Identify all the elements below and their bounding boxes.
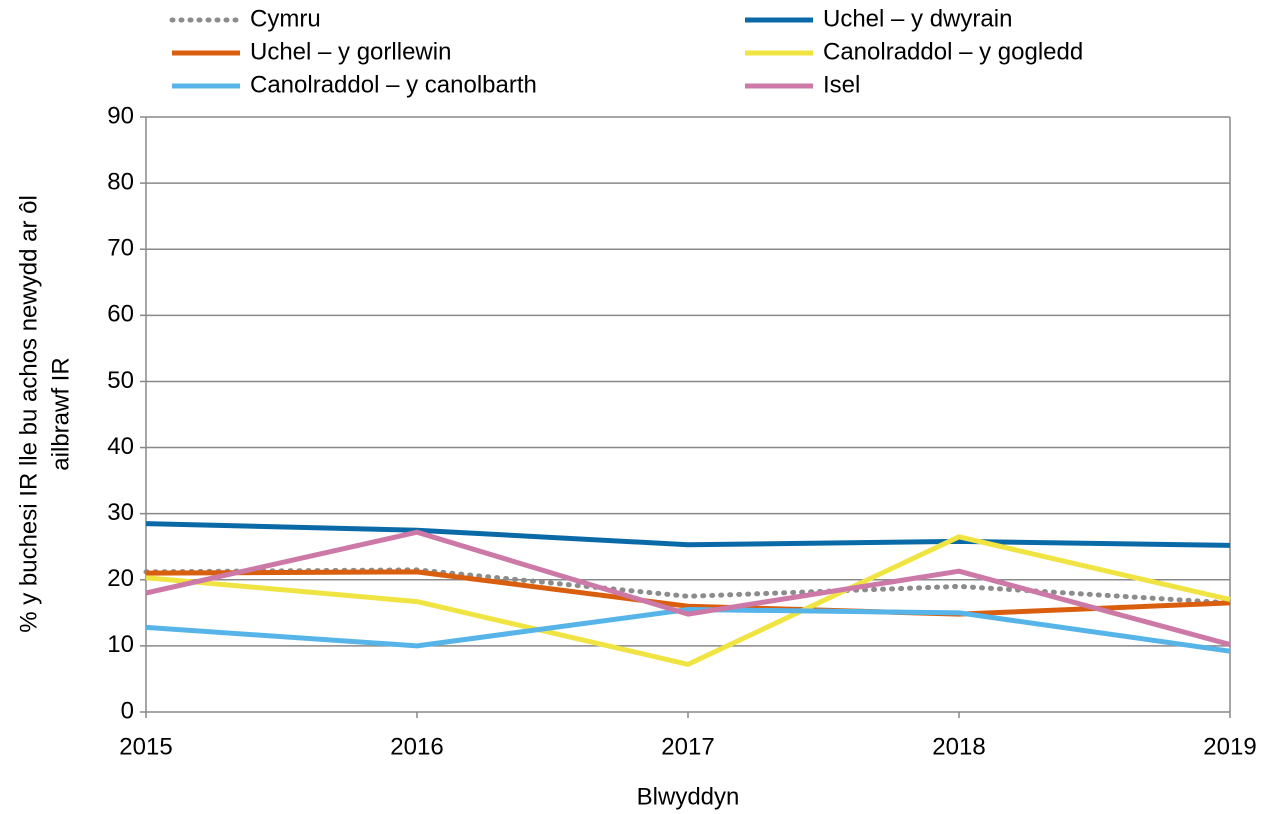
y-axis-label-line: % y buchesi IR lle bu achos newydd ar ôl <box>15 195 42 633</box>
y-tick-label: 70 <box>107 235 134 262</box>
y-axis-label: % y buchesi IR lle bu achos newydd ar ôl… <box>15 195 74 633</box>
legend-label: Uchel – y gorllewin <box>250 38 451 65</box>
x-axis-label: Blwyddyn <box>637 783 740 810</box>
y-axis-label-line: ailbrawf IR <box>47 357 74 470</box>
legend-label: Canolraddol – y canolbarth <box>250 71 537 98</box>
y-tick-label: 50 <box>107 367 134 394</box>
legend-label: Isel <box>823 71 860 98</box>
legend-label: Uchel – y dwyrain <box>823 5 1012 32</box>
y-tick-label: 20 <box>107 565 134 592</box>
series-line <box>145 569 1231 617</box>
series-line <box>145 521 1231 548</box>
series-line <box>145 529 1231 647</box>
y-tick-label: 30 <box>107 499 134 526</box>
x-tick-label: 2016 <box>390 733 443 760</box>
series-line <box>145 534 1231 667</box>
x-tick-label: 2017 <box>661 733 714 760</box>
series-line <box>145 607 1231 654</box>
y-tick-label: 40 <box>107 433 134 460</box>
y-tick-label: 0 <box>121 697 134 724</box>
x-tick-label: 2015 <box>119 733 172 760</box>
legend-label: Cymru <box>250 5 321 32</box>
y-tick-label: 80 <box>107 168 134 195</box>
x-tick-label: 2019 <box>1203 733 1256 760</box>
legend-label: Canolraddol – y gogledd <box>823 38 1083 65</box>
y-tick-label: 60 <box>107 301 134 328</box>
y-tick-label: 90 <box>107 102 134 129</box>
y-tick-label: 10 <box>107 631 134 658</box>
x-tick-label: 2018 <box>932 733 985 760</box>
